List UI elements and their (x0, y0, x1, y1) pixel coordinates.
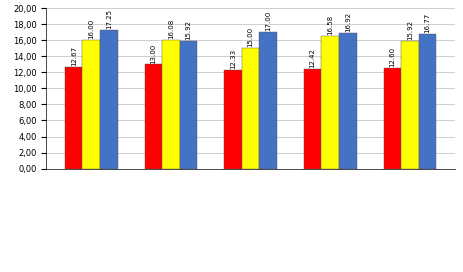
Bar (303, 69, 321, 169)
Bar (383, 67, 400, 169)
Text: 16.92: 16.92 (344, 12, 350, 32)
Bar (418, 34, 435, 169)
Text: 12.33: 12.33 (230, 49, 236, 69)
Bar (65, 67, 82, 169)
Text: 15.92: 15.92 (185, 20, 191, 40)
Text: 12.67: 12.67 (70, 46, 76, 66)
Text: 12.60: 12.60 (388, 47, 394, 67)
Bar (338, 33, 356, 169)
Bar (100, 30, 117, 169)
Bar (82, 40, 100, 169)
Text: 16.08: 16.08 (168, 18, 174, 39)
Text: 16.58: 16.58 (326, 15, 332, 35)
Bar (224, 70, 241, 169)
Text: 15.00: 15.00 (247, 27, 253, 48)
Text: 17.00: 17.00 (264, 11, 270, 32)
Text: 17.25: 17.25 (106, 10, 112, 29)
Text: 16.00: 16.00 (88, 19, 94, 39)
Text: 15.92: 15.92 (406, 20, 412, 40)
Bar (179, 41, 197, 169)
Text: 13.00: 13.00 (150, 43, 156, 64)
Bar (241, 48, 259, 169)
Bar (400, 41, 418, 169)
Bar (259, 32, 276, 169)
Bar (321, 36, 338, 169)
Bar (162, 40, 179, 169)
Text: 16.77: 16.77 (424, 13, 430, 33)
Bar (144, 64, 162, 169)
Text: 12.42: 12.42 (309, 48, 315, 68)
